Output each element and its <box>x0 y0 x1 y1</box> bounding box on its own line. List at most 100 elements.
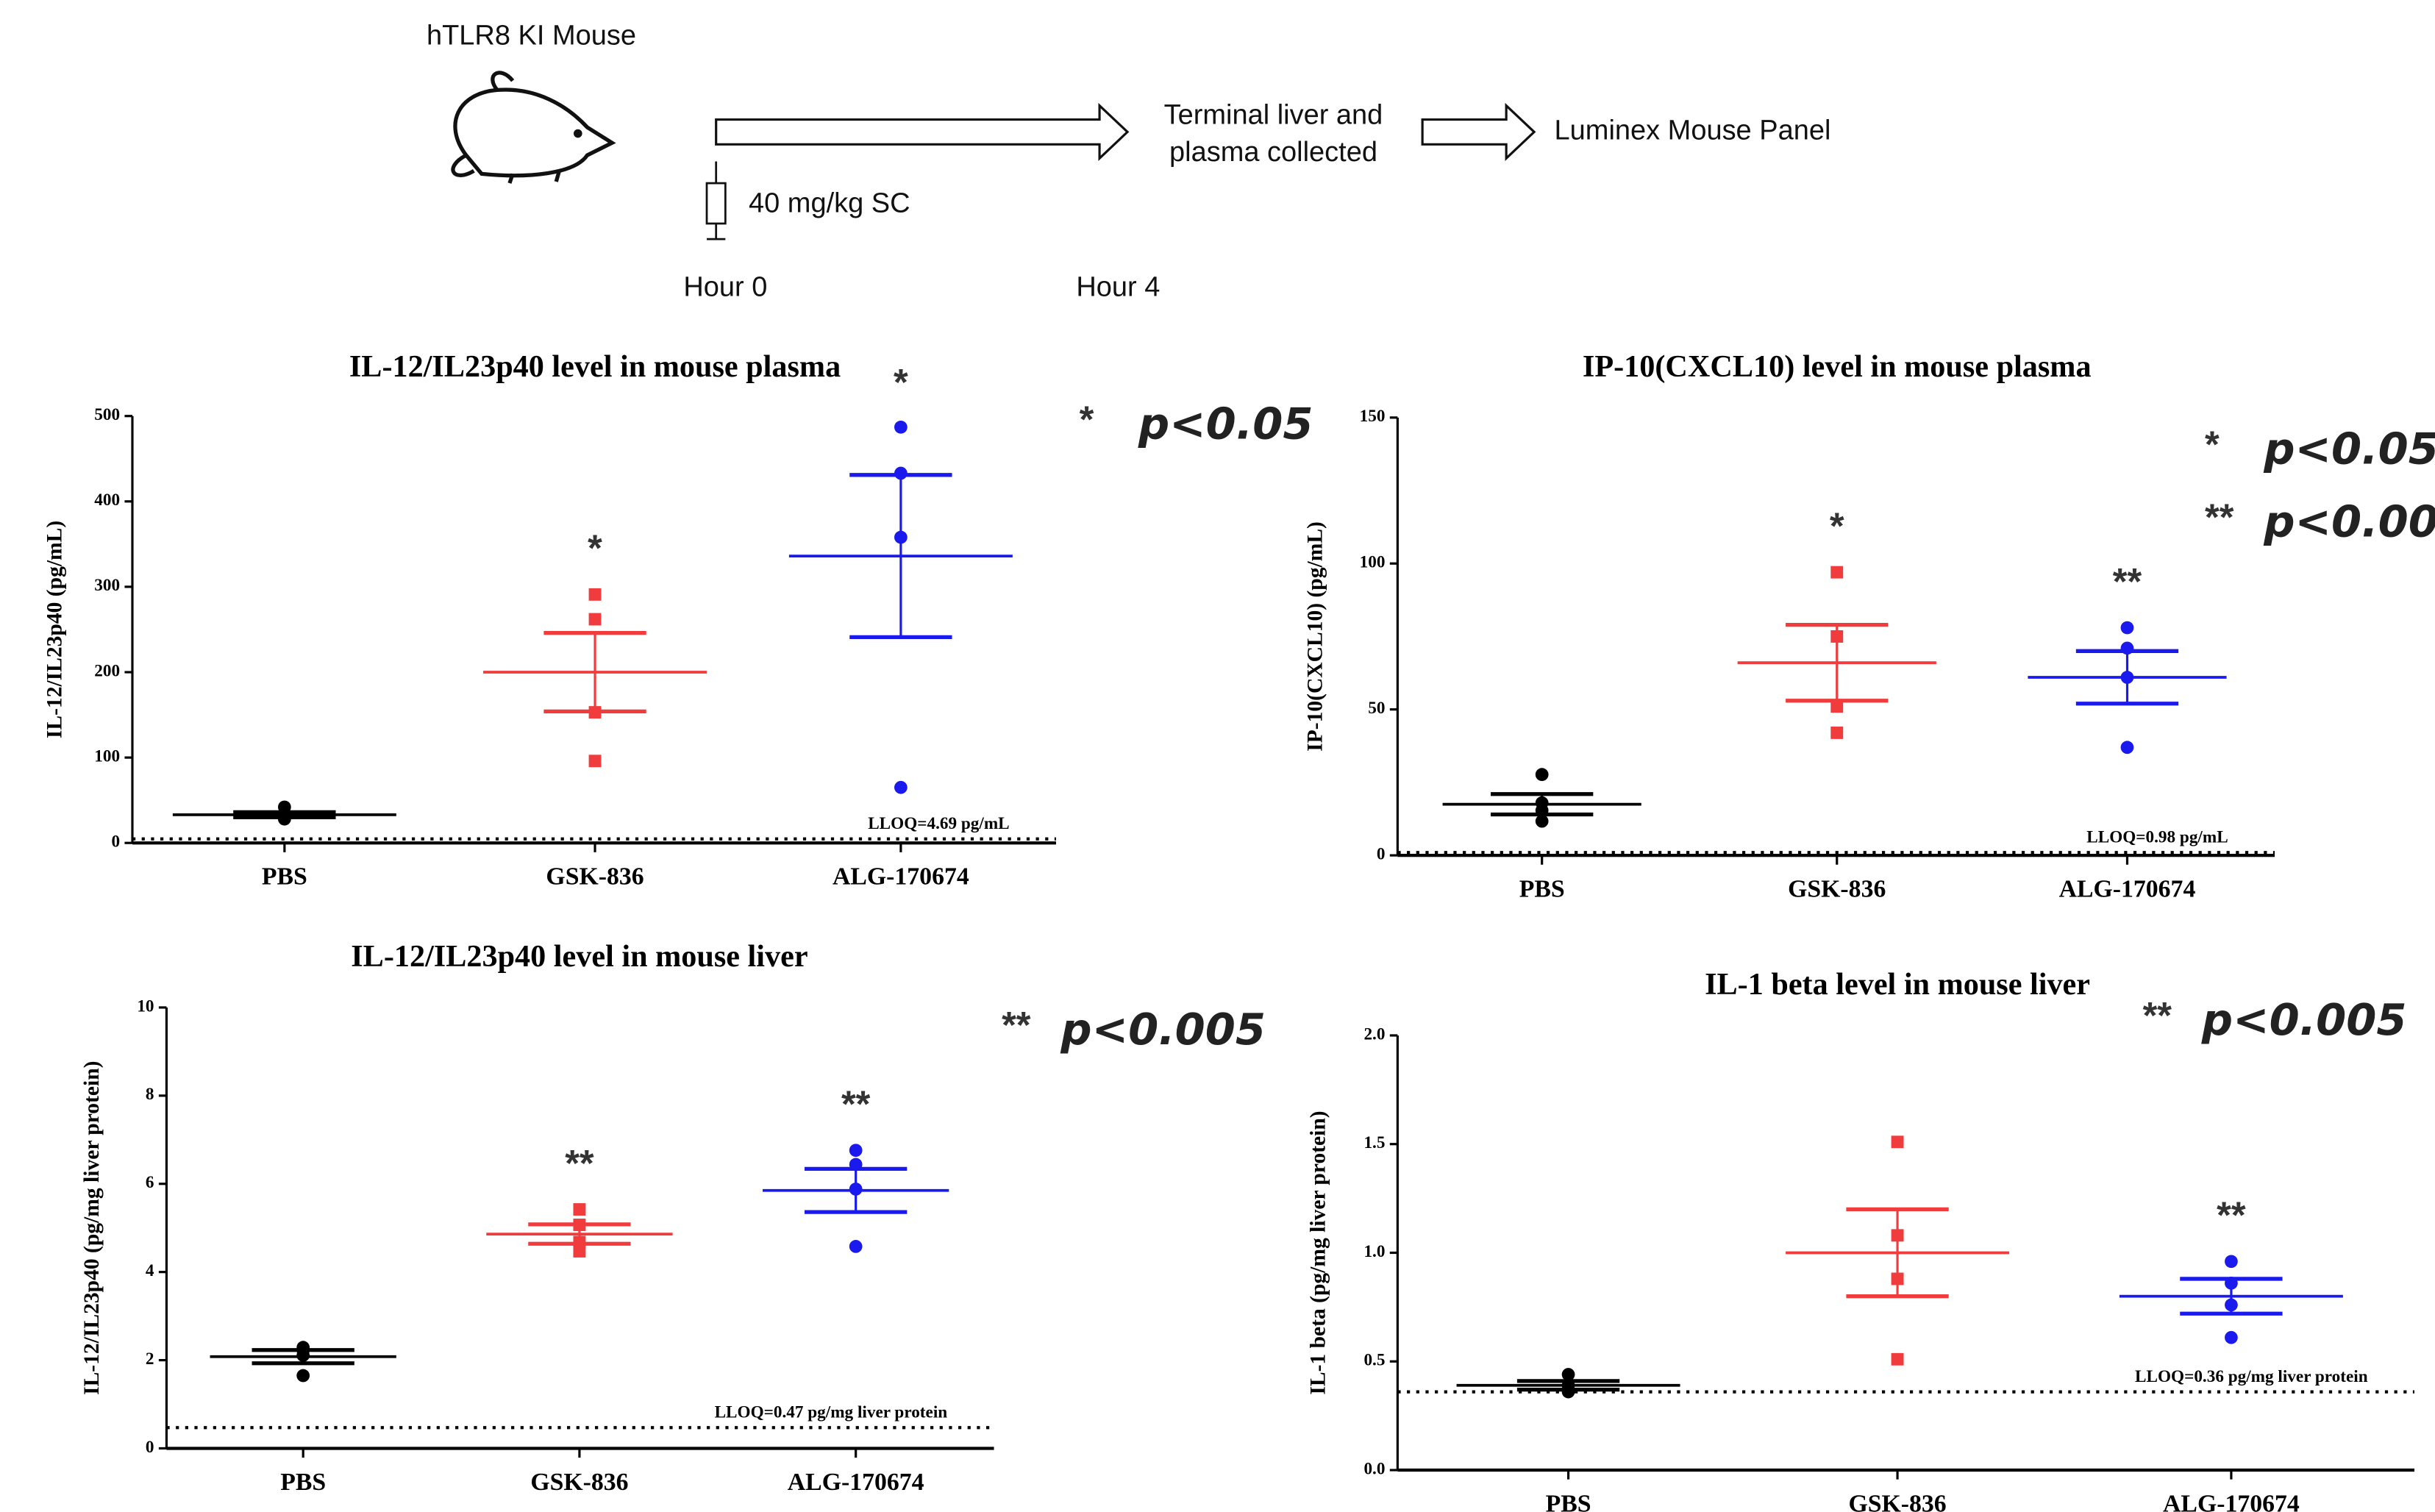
significance-star: * <box>894 361 908 403</box>
y-tick-label: 2 <box>146 1349 154 1369</box>
x-tick-label: ALG-170674 <box>2163 1490 2300 1512</box>
significance-star: * <box>588 527 602 569</box>
data-point <box>588 706 602 719</box>
arrow <box>1421 102 1536 161</box>
chart-title: IP-10(CXCL10) level in mouse plasma <box>1583 349 2092 384</box>
data-point <box>1535 814 1549 828</box>
data-point <box>2225 1276 2238 1290</box>
pvalue-text: p<0.005 <box>1060 1004 1266 1055</box>
x-tick-label: GSK-836 <box>1848 1490 1946 1512</box>
data-point <box>296 1369 310 1383</box>
y-tick-label: 100 <box>1360 553 1386 572</box>
data-point <box>1561 1368 1575 1381</box>
collection-label: Terminal liver and <box>1164 99 1383 130</box>
pvalue-stars: ** <box>2143 994 2172 1036</box>
data-point <box>2225 1255 2238 1269</box>
data-point <box>2120 741 2134 755</box>
significance-star: ** <box>2217 1194 2246 1236</box>
y-axis-label: IP-10(CXCL10) (pg/mL) <box>1303 521 1327 752</box>
time-label: Hour 4 <box>1076 272 1160 303</box>
lloq-label: LLOQ=0.98 pg/mL <box>2086 828 2228 847</box>
data-point <box>2120 641 2134 655</box>
data-point <box>1830 700 1844 713</box>
x-tick-label: ALG-170674 <box>833 863 969 891</box>
x-tick-label: GSK-836 <box>530 1469 628 1496</box>
x-tick-label: ALG-170674 <box>2059 875 2196 902</box>
x-tick-label: PBS <box>1519 875 1565 902</box>
data-point <box>588 588 602 601</box>
data-point <box>573 1203 586 1216</box>
data-point <box>1535 768 1549 782</box>
y-tick-label: 0.5 <box>1363 1351 1385 1370</box>
data-point <box>1830 566 1844 579</box>
data-point <box>573 1219 586 1231</box>
pvalue-text: p<0.005 <box>2263 496 2435 547</box>
data-point <box>573 1245 586 1258</box>
chart-title: IL-1 beta level in mouse liver <box>1705 967 2090 1002</box>
data-point <box>1891 1229 1904 1242</box>
arrow <box>715 102 1130 161</box>
pvalue-stars: ** <box>2205 496 2234 538</box>
data-point <box>2225 1298 2238 1312</box>
y-tick-label: 150 <box>1360 407 1386 426</box>
time-label: Hour 0 <box>683 272 767 303</box>
y-axis-label: IL-1 beta (pg/mg liver protein) <box>1307 1110 1330 1394</box>
data-point <box>2225 1330 2238 1344</box>
mouse-icon <box>451 71 616 184</box>
pvalue-text: p<0.005 <box>2201 994 2407 1045</box>
y-tick-label: 6 <box>146 1173 154 1192</box>
chart-title: IL-12/IL23p40 level in mouse plasma <box>349 349 841 384</box>
x-tick-label: GSK-836 <box>546 863 643 891</box>
data-point <box>2120 621 2134 635</box>
data-point <box>1891 1272 1904 1285</box>
data-point <box>588 755 602 768</box>
y-tick-label: 0 <box>111 832 120 852</box>
x-tick-label: PBS <box>262 863 307 891</box>
y-tick-label: 4 <box>146 1261 154 1280</box>
y-tick-label: 1.5 <box>1363 1133 1385 1152</box>
data-point <box>1830 726 1844 739</box>
y-tick-label: 10 <box>137 996 154 1016</box>
y-tick-label: 1.0 <box>1363 1242 1385 1261</box>
data-point <box>849 1183 863 1196</box>
subject-label: hTLR8 KI Mouse <box>427 21 636 51</box>
x-tick-label: PBS <box>280 1469 326 1496</box>
y-axis-label: IL-12/IL23p40 (pg/mg liver protein) <box>80 1060 104 1394</box>
y-axis-label: IL-12/IL23p40 (pg/mL) <box>43 521 66 738</box>
data-point <box>894 466 908 480</box>
data-point <box>849 1240 863 1253</box>
data-point <box>1535 804 1549 817</box>
data-point <box>1830 630 1844 643</box>
data-point <box>849 1158 863 1172</box>
pvalue-text: p<0.05 <box>1138 399 1313 449</box>
x-tick-label: ALG-170674 <box>788 1469 924 1496</box>
y-tick-label: 2.0 <box>1363 1024 1385 1044</box>
data-point <box>2120 671 2134 684</box>
y-tick-label: 500 <box>94 405 120 424</box>
y-tick-label: 0 <box>1377 844 1386 863</box>
significance-star: * <box>1830 504 1844 546</box>
data-point <box>588 613 602 626</box>
y-tick-label: 8 <box>146 1085 154 1104</box>
syringe-icon <box>705 161 727 240</box>
y-tick-label: 50 <box>1368 699 1385 718</box>
y-tick-label: 200 <box>94 661 120 680</box>
y-tick-label: 400 <box>94 491 120 510</box>
data-point <box>1891 1135 1904 1149</box>
data-point <box>894 780 908 794</box>
pvalue-stars: * <box>2205 423 2220 465</box>
y-tick-label: 0.0 <box>1363 1459 1385 1478</box>
pvalue-stars: ** <box>1002 1004 1031 1046</box>
significance-star: ** <box>565 1142 594 1184</box>
data-point <box>1891 1352 1904 1366</box>
significance-star: ** <box>841 1083 871 1124</box>
collection-label: plasma collected <box>1169 137 1377 168</box>
data-point <box>849 1144 863 1158</box>
assay-label: Luminex Mouse Panel <box>1555 115 1831 146</box>
data-point <box>1561 1385 1575 1399</box>
dose-label: 40 mg/kg SC <box>749 188 910 219</box>
y-tick-label: 100 <box>94 746 120 766</box>
lloq-label: LLOQ=4.69 pg/mL <box>868 814 1009 833</box>
